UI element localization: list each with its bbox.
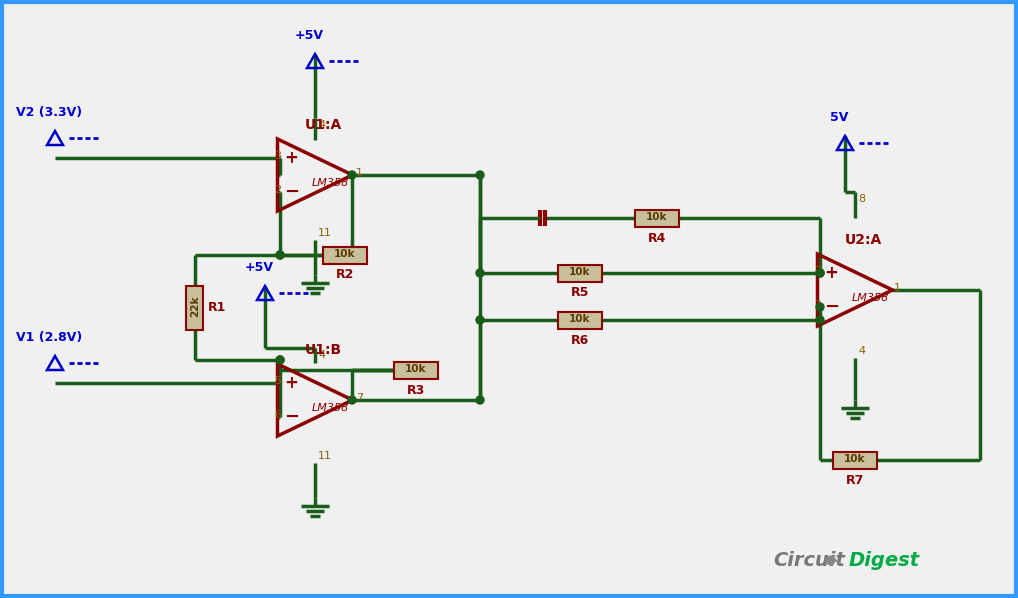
Circle shape	[276, 251, 284, 259]
Text: 2: 2	[813, 300, 821, 310]
FancyBboxPatch shape	[558, 264, 602, 282]
Text: 4: 4	[318, 120, 325, 130]
Text: LM358: LM358	[312, 403, 348, 413]
Circle shape	[348, 396, 356, 404]
Text: +: +	[285, 374, 298, 392]
Circle shape	[476, 316, 484, 324]
Text: Digest: Digest	[849, 551, 920, 569]
Text: R6: R6	[571, 334, 589, 346]
Text: Circuit: Circuit	[773, 551, 845, 569]
Circle shape	[816, 269, 824, 277]
Text: U1:A: U1:A	[304, 118, 342, 132]
Text: U1:B: U1:B	[304, 343, 342, 357]
Text: −: −	[824, 298, 839, 316]
Text: +5V: +5V	[244, 261, 274, 274]
FancyBboxPatch shape	[833, 451, 876, 468]
Text: R5: R5	[571, 286, 589, 300]
Circle shape	[348, 171, 356, 179]
FancyBboxPatch shape	[635, 209, 679, 227]
Text: V2 (3.3V): V2 (3.3V)	[16, 106, 82, 119]
FancyBboxPatch shape	[186, 285, 204, 329]
Text: 10k: 10k	[844, 454, 865, 464]
Text: 10k: 10k	[334, 249, 355, 259]
FancyBboxPatch shape	[323, 246, 367, 264]
Text: 2: 2	[274, 185, 281, 195]
Text: LM358: LM358	[851, 293, 889, 303]
Text: 8: 8	[858, 194, 865, 204]
Text: −: −	[284, 183, 299, 201]
Text: R1: R1	[208, 301, 226, 314]
Text: 3: 3	[814, 266, 821, 276]
Text: 22k: 22k	[190, 296, 200, 318]
Text: 4: 4	[858, 346, 865, 356]
Text: 10k: 10k	[646, 212, 668, 222]
Text: R7: R7	[846, 474, 864, 487]
Circle shape	[276, 356, 284, 364]
Text: 1: 1	[356, 168, 363, 178]
Text: 10k: 10k	[569, 267, 590, 277]
Circle shape	[476, 396, 484, 404]
Text: V1 (2.8V): V1 (2.8V)	[16, 331, 82, 344]
Text: 4: 4	[318, 350, 325, 360]
Text: R4: R4	[647, 231, 666, 245]
Circle shape	[816, 316, 824, 324]
Text: 5V: 5V	[830, 111, 848, 124]
Circle shape	[476, 171, 484, 179]
Text: U2:A: U2:A	[844, 233, 882, 247]
Text: 11: 11	[318, 451, 332, 461]
Text: +5V: +5V	[294, 29, 324, 42]
Text: LM358: LM358	[312, 178, 348, 188]
Text: R2: R2	[336, 269, 354, 282]
Text: 5: 5	[274, 376, 281, 386]
Circle shape	[816, 303, 824, 311]
Text: +: +	[825, 264, 839, 282]
Circle shape	[816, 269, 824, 277]
FancyBboxPatch shape	[558, 312, 602, 328]
Text: 10k: 10k	[405, 364, 427, 374]
Circle shape	[276, 356, 284, 364]
Text: 7: 7	[356, 393, 363, 403]
Text: 3: 3	[274, 151, 281, 161]
Text: 10k: 10k	[569, 314, 590, 324]
Text: R3: R3	[407, 383, 426, 396]
Circle shape	[476, 269, 484, 277]
Text: 11: 11	[318, 228, 332, 238]
Text: −: −	[284, 408, 299, 426]
Text: +: +	[285, 149, 298, 167]
Text: 6: 6	[274, 410, 281, 420]
Text: 1: 1	[894, 283, 901, 293]
FancyBboxPatch shape	[394, 362, 438, 379]
Circle shape	[276, 251, 284, 259]
